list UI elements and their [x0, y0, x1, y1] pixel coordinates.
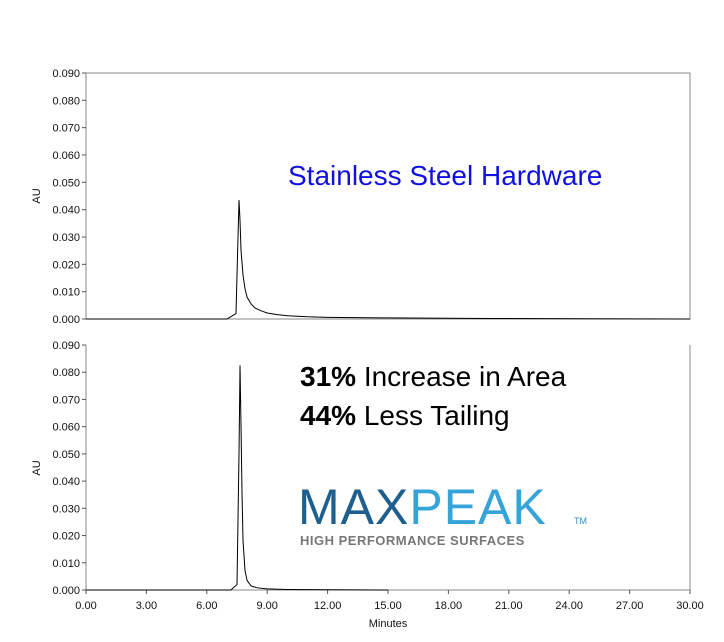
top-y-tick-label: 0.090 [52, 68, 80, 80]
x-tick-label: 21.00 [495, 600, 523, 612]
top-y-tick-label: 0.080 [52, 95, 80, 107]
top-y-tick-label: 0.020 [52, 259, 80, 271]
x-tick-label: 12.00 [314, 600, 342, 612]
x-tick-label: 24.00 [555, 600, 583, 612]
top-chromatogram-panel: 0.000 0.010 0.020 0.030 0.040 0.050 0.060 0.070… [31, 68, 691, 326]
annotation-less-tailing: 44% Less Tailing [300, 400, 510, 431]
bottom-y-tick-label: 0.090 [52, 340, 80, 352]
bottom-y-tick-label: 0.010 [52, 558, 80, 570]
bottom-chromatogram-panel: 0.000 0.010 0.020 0.030 0.040 0.050 0.060 0.070… [31, 340, 704, 630]
x-tick-label: 0.00 [75, 600, 96, 612]
x-tick-label: 18.00 [435, 600, 463, 612]
x-tick-label: 3.00 [136, 600, 157, 612]
bottom-y-tick-label: 0.080 [52, 367, 80, 379]
top-y-tick-label: 0.070 [52, 123, 80, 135]
bottom-y-tick-label: 0.040 [52, 476, 80, 488]
top-y-tick-label: 0.050 [52, 177, 80, 189]
bottom-y-axis: 0.000 0.010 0.020 0.030 0.040 0.050 0.060 0.070… [52, 340, 86, 597]
x-axis: 0.00 3.00 6.00 9.00 12.00 15.00 18.00 21.00 24.0… [75, 590, 704, 612]
top-y-tick-label: 0.040 [52, 205, 80, 217]
x-tick-label: 9.00 [256, 600, 277, 612]
bottom-y-tick-label: 0.000 [52, 585, 80, 597]
bottom-series-line [86, 365, 389, 591]
bottom-y-tick-label: 0.030 [52, 503, 80, 515]
top-plot-frame [85, 72, 691, 320]
top-y-axis-title: AU [31, 188, 43, 203]
x-tick-label: 27.00 [616, 600, 644, 612]
top-series-line [86, 200, 691, 320]
bottom-y-tick-label: 0.050 [52, 449, 80, 461]
bottom-y-axis-title: AU [31, 460, 43, 475]
top-y-tick-label: 0.000 [52, 314, 80, 326]
bottom-y-tick-label: 0.020 [52, 531, 80, 543]
annotation-area-increase: 31% Increase in Area [300, 361, 567, 392]
top-y-tick-label: 0.060 [52, 150, 80, 162]
x-tick-label: 30.00 [676, 600, 704, 612]
top-y-tick-label: 0.010 [52, 287, 80, 299]
x-tick-label: 6.00 [196, 600, 217, 612]
maxpeak-logo: MAXPEAK TM HIGH PERFORMANCE SURFACES [298, 479, 587, 548]
top-y-axis: 0.000 0.010 0.020 0.030 0.040 0.050 0.060 0.070… [52, 68, 86, 326]
x-tick-label: 15.00 [374, 600, 402, 612]
maxpeak-logo-wordmark: MAXPEAK [298, 479, 547, 535]
top-y-tick-label: 0.030 [52, 232, 80, 244]
x-axis-title: Minutes [369, 618, 408, 630]
maxpeak-tagline: HIGH PERFORMANCE SURFACES [300, 533, 525, 548]
maxpeak-trademark: TM [574, 516, 587, 526]
top-annotation: Stainless Steel Hardware [288, 160, 602, 191]
bottom-y-tick-label: 0.070 [52, 394, 80, 406]
bottom-y-tick-label: 0.060 [52, 422, 80, 434]
